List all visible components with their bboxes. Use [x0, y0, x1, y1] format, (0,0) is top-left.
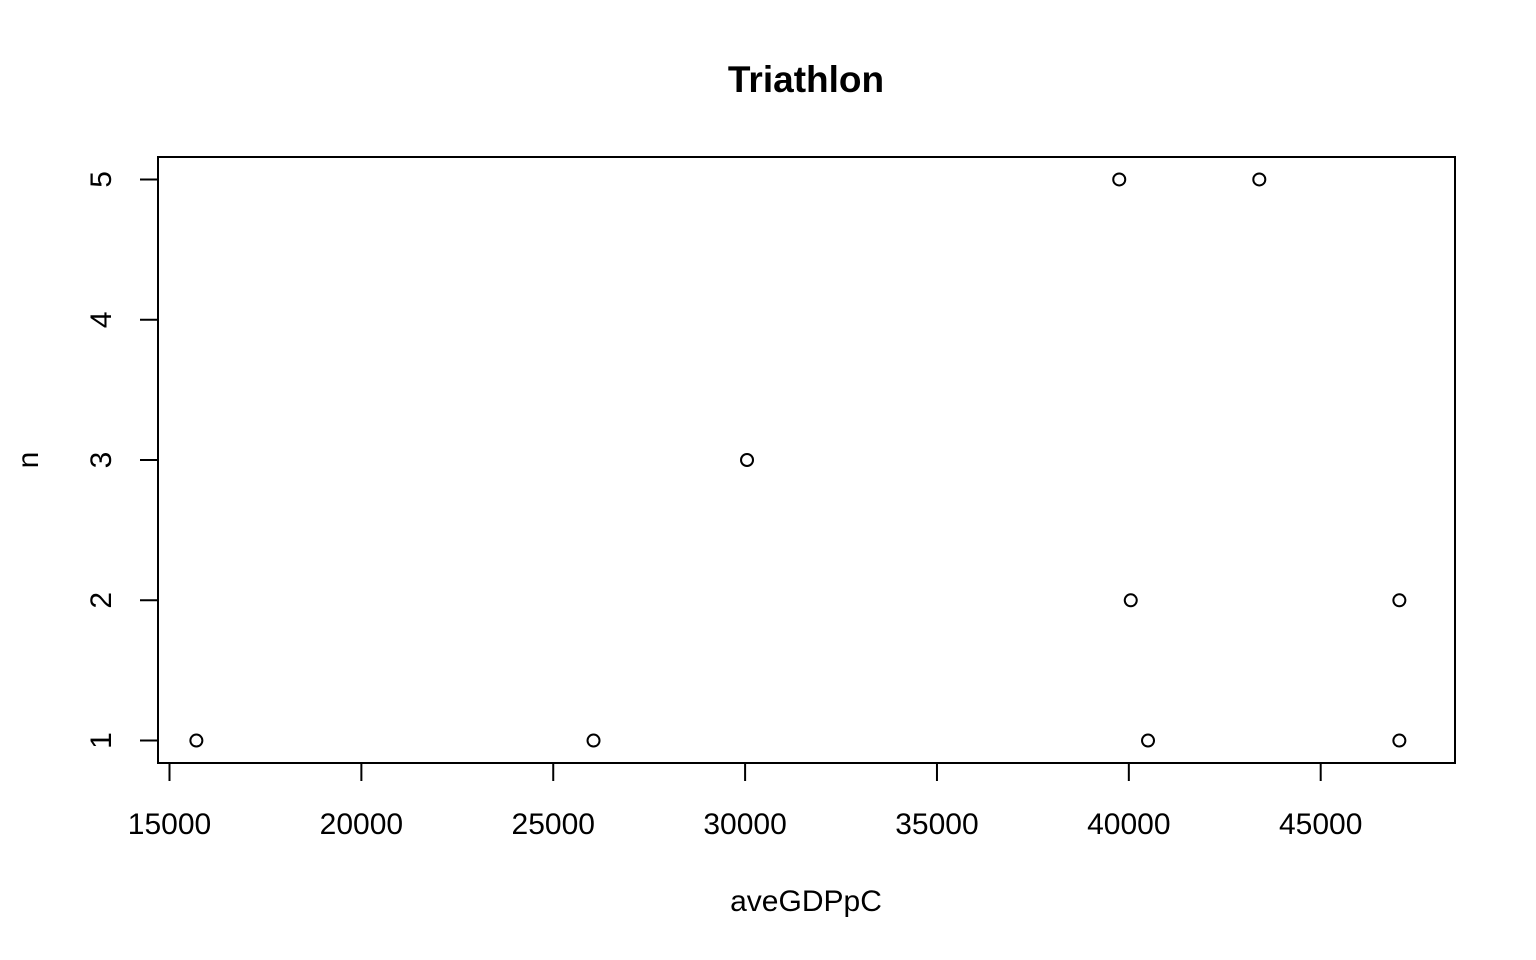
y-axis: 1 2 3 4 5	[85, 171, 159, 749]
data-points	[189, 172, 1407, 748]
y-tick-label: 4	[85, 311, 118, 328]
y-tick-label: 3	[85, 452, 118, 469]
x-tick-label: 25000	[512, 808, 595, 841]
data-point	[189, 733, 204, 748]
chart-title: Triathlon	[728, 59, 884, 100]
x-tick-label: 40000	[1087, 808, 1170, 841]
data-point	[586, 733, 601, 748]
x-tick-label: 20000	[320, 808, 403, 841]
y-axis-label: n	[12, 452, 45, 469]
data-point	[1392, 733, 1407, 748]
plot-frame	[157, 156, 1456, 764]
x-tick-label: 45000	[1279, 808, 1362, 841]
data-point	[1252, 172, 1267, 187]
x-tick-label: 35000	[895, 808, 978, 841]
data-point	[1141, 733, 1156, 748]
data-point	[1112, 172, 1127, 187]
x-tick-label: 30000	[703, 808, 786, 841]
data-point	[1123, 593, 1138, 608]
y-tick-label: 2	[85, 592, 118, 609]
x-axis: 15000 20000 25000 30000 35000 40000 45000	[128, 762, 1362, 841]
y-tick-label: 1	[85, 732, 118, 749]
data-point	[740, 453, 755, 467]
x-axis-label: aveGDPpC	[730, 885, 882, 918]
y-tick-label: 5	[85, 171, 118, 188]
data-point	[1392, 593, 1407, 608]
x-tick-label: 15000	[128, 808, 211, 841]
